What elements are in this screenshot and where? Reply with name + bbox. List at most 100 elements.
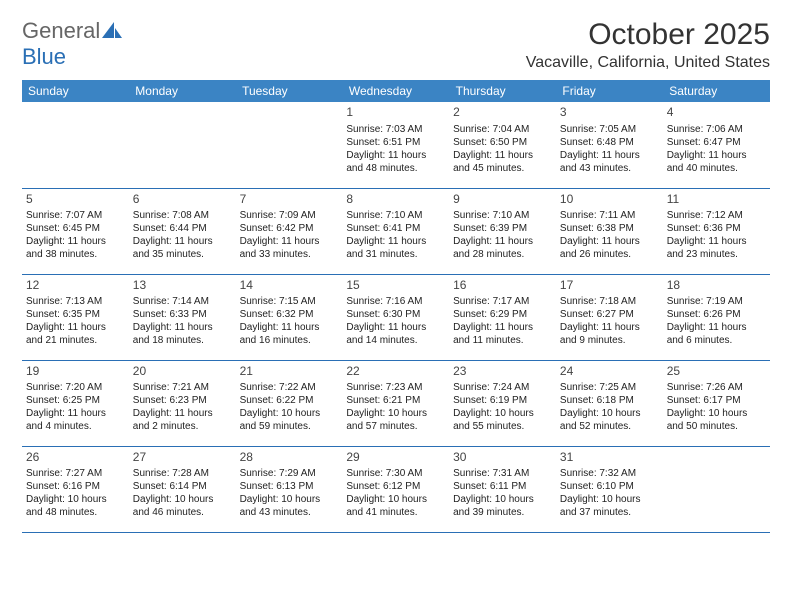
daylight-text: and 28 minutes.	[453, 248, 552, 261]
day-number: 4	[667, 105, 766, 121]
sunrise-text: Sunrise: 7:21 AM	[133, 381, 232, 394]
calendar-day-cell: 30Sunrise: 7:31 AMSunset: 6:11 PMDayligh…	[449, 446, 556, 532]
logo-text-2: Blue	[22, 44, 66, 70]
daylight-text: Daylight: 11 hours	[560, 321, 659, 334]
calendar-table: SundayMondayTuesdayWednesdayThursdayFrid…	[22, 80, 770, 533]
day-number: 18	[667, 278, 766, 294]
calendar-day-cell: 23Sunrise: 7:24 AMSunset: 6:19 PMDayligh…	[449, 360, 556, 446]
day-header: Thursday	[449, 80, 556, 102]
daylight-text: and 9 minutes.	[560, 334, 659, 347]
sunrise-text: Sunrise: 7:24 AM	[453, 381, 552, 394]
sunset-text: Sunset: 6:47 PM	[667, 136, 766, 149]
calendar-empty-cell	[236, 102, 343, 188]
day-number: 15	[346, 278, 445, 294]
calendar-day-cell: 5Sunrise: 7:07 AMSunset: 6:45 PMDaylight…	[22, 188, 129, 274]
calendar-day-cell: 12Sunrise: 7:13 AMSunset: 6:35 PMDayligh…	[22, 274, 129, 360]
calendar-week-row: 12Sunrise: 7:13 AMSunset: 6:35 PMDayligh…	[22, 274, 770, 360]
daylight-text: Daylight: 11 hours	[667, 149, 766, 162]
sunset-text: Sunset: 6:29 PM	[453, 308, 552, 321]
daylight-text: Daylight: 11 hours	[240, 235, 339, 248]
calendar-day-cell: 4Sunrise: 7:06 AMSunset: 6:47 PMDaylight…	[663, 102, 770, 188]
day-number: 14	[240, 278, 339, 294]
sunset-text: Sunset: 6:42 PM	[240, 222, 339, 235]
sunset-text: Sunset: 6:33 PM	[133, 308, 232, 321]
logo-sail-icon	[102, 22, 122, 38]
daylight-text: and 14 minutes.	[346, 334, 445, 347]
sunset-text: Sunset: 6:26 PM	[667, 308, 766, 321]
sunset-text: Sunset: 6:30 PM	[346, 308, 445, 321]
daylight-text: and 23 minutes.	[667, 248, 766, 261]
sunset-text: Sunset: 6:51 PM	[346, 136, 445, 149]
calendar-day-cell: 10Sunrise: 7:11 AMSunset: 6:38 PMDayligh…	[556, 188, 663, 274]
daylight-text: and 59 minutes.	[240, 420, 339, 433]
daylight-text: and 18 minutes.	[133, 334, 232, 347]
day-number: 13	[133, 278, 232, 294]
sunrise-text: Sunrise: 7:09 AM	[240, 209, 339, 222]
calendar-week-row: 1Sunrise: 7:03 AMSunset: 6:51 PMDaylight…	[22, 102, 770, 188]
sunrise-text: Sunrise: 7:27 AM	[26, 467, 125, 480]
sunset-text: Sunset: 6:32 PM	[240, 308, 339, 321]
daylight-text: Daylight: 11 hours	[346, 321, 445, 334]
sunrise-text: Sunrise: 7:28 AM	[133, 467, 232, 480]
daylight-text: and 52 minutes.	[560, 420, 659, 433]
calendar-day-cell: 31Sunrise: 7:32 AMSunset: 6:10 PMDayligh…	[556, 446, 663, 532]
daylight-text: and 45 minutes.	[453, 162, 552, 175]
daylight-text: Daylight: 11 hours	[346, 149, 445, 162]
calendar-day-cell: 19Sunrise: 7:20 AMSunset: 6:25 PMDayligh…	[22, 360, 129, 446]
sunset-text: Sunset: 6:23 PM	[133, 394, 232, 407]
calendar-day-cell: 16Sunrise: 7:17 AMSunset: 6:29 PMDayligh…	[449, 274, 556, 360]
sunrise-text: Sunrise: 7:04 AM	[453, 123, 552, 136]
daylight-text: Daylight: 11 hours	[667, 235, 766, 248]
sunrise-text: Sunrise: 7:29 AM	[240, 467, 339, 480]
day-number: 20	[133, 364, 232, 380]
sunset-text: Sunset: 6:14 PM	[133, 480, 232, 493]
calendar-day-cell: 22Sunrise: 7:23 AMSunset: 6:21 PMDayligh…	[342, 360, 449, 446]
sunrise-text: Sunrise: 7:30 AM	[346, 467, 445, 480]
daylight-text: and 33 minutes.	[240, 248, 339, 261]
day-number: 23	[453, 364, 552, 380]
day-number: 27	[133, 450, 232, 466]
daylight-text: and 4 minutes.	[26, 420, 125, 433]
daylight-text: and 39 minutes.	[453, 506, 552, 519]
sunrise-text: Sunrise: 7:12 AM	[667, 209, 766, 222]
daylight-text: Daylight: 10 hours	[26, 493, 125, 506]
day-number: 25	[667, 364, 766, 380]
daylight-text: Daylight: 11 hours	[26, 321, 125, 334]
sunrise-text: Sunrise: 7:20 AM	[26, 381, 125, 394]
logo: General	[22, 18, 122, 44]
day-number: 10	[560, 192, 659, 208]
daylight-text: Daylight: 11 hours	[560, 149, 659, 162]
daylight-text: Daylight: 11 hours	[453, 149, 552, 162]
day-number: 1	[346, 105, 445, 121]
sunrise-text: Sunrise: 7:18 AM	[560, 295, 659, 308]
calendar-day-cell: 2Sunrise: 7:04 AMSunset: 6:50 PMDaylight…	[449, 102, 556, 188]
day-number: 9	[453, 192, 552, 208]
sunset-text: Sunset: 6:12 PM	[346, 480, 445, 493]
day-header: Tuesday	[236, 80, 343, 102]
sunrise-text: Sunrise: 7:15 AM	[240, 295, 339, 308]
day-number: 21	[240, 364, 339, 380]
day-number: 26	[26, 450, 125, 466]
daylight-text: and 35 minutes.	[133, 248, 232, 261]
daylight-text: Daylight: 10 hours	[453, 493, 552, 506]
calendar-day-cell: 3Sunrise: 7:05 AMSunset: 6:48 PMDaylight…	[556, 102, 663, 188]
day-number: 12	[26, 278, 125, 294]
calendar-day-cell: 27Sunrise: 7:28 AMSunset: 6:14 PMDayligh…	[129, 446, 236, 532]
day-number: 30	[453, 450, 552, 466]
day-number: 3	[560, 105, 659, 121]
sunrise-text: Sunrise: 7:25 AM	[560, 381, 659, 394]
daylight-text: Daylight: 10 hours	[453, 407, 552, 420]
title-block: October 2025 Vacaville, California, Unit…	[526, 18, 770, 72]
calendar-day-cell: 21Sunrise: 7:22 AMSunset: 6:22 PMDayligh…	[236, 360, 343, 446]
sunset-text: Sunset: 6:22 PM	[240, 394, 339, 407]
daylight-text: Daylight: 10 hours	[346, 407, 445, 420]
sunrise-text: Sunrise: 7:16 AM	[346, 295, 445, 308]
logo-text-1: General	[22, 18, 100, 44]
calendar-day-cell: 25Sunrise: 7:26 AMSunset: 6:17 PMDayligh…	[663, 360, 770, 446]
header: General October 2025 Vacaville, Californ…	[22, 18, 770, 72]
sunrise-text: Sunrise: 7:10 AM	[453, 209, 552, 222]
calendar-day-cell: 13Sunrise: 7:14 AMSunset: 6:33 PMDayligh…	[129, 274, 236, 360]
daylight-text: and 57 minutes.	[346, 420, 445, 433]
sunset-text: Sunset: 6:35 PM	[26, 308, 125, 321]
sunset-text: Sunset: 6:44 PM	[133, 222, 232, 235]
